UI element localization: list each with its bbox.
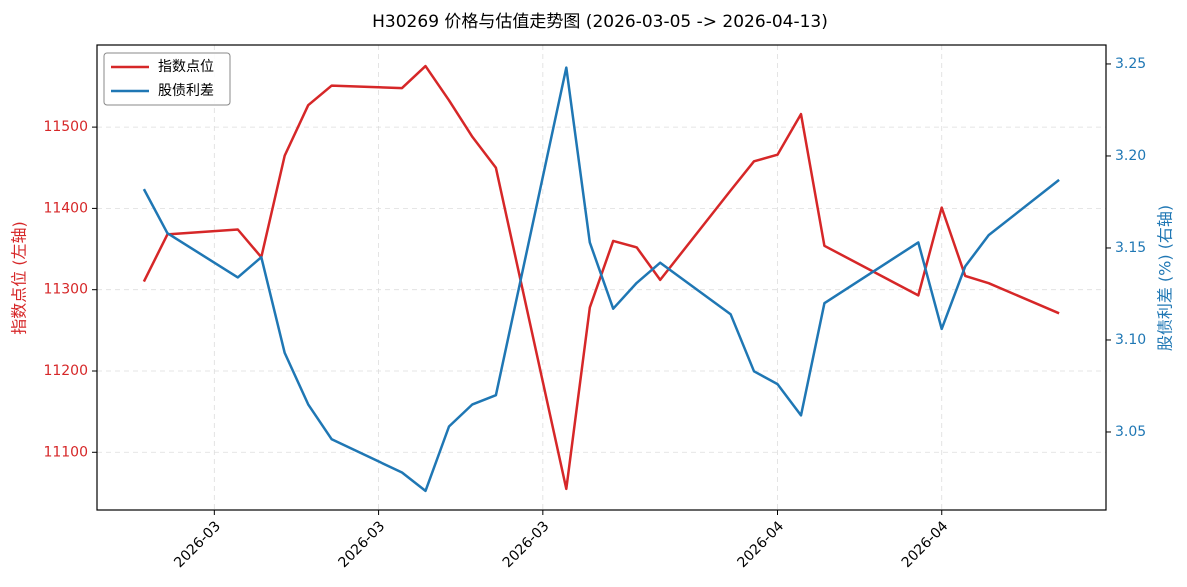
y-tick-label: 11300 — [43, 282, 88, 298]
x-tick-label: 2026-04 — [899, 518, 952, 571]
y2-axis-label: 股债利差 (%) (右轴) — [1156, 205, 1175, 351]
chart-title: H30269 价格与估值走势图 (2026-03-05 -> 2026-04-1… — [372, 12, 828, 32]
x-tick-label: 2026-03 — [171, 518, 224, 571]
y-tick-label: 11100 — [43, 444, 88, 460]
y-tick-label: 11200 — [43, 363, 88, 379]
series-line — [142, 66, 1060, 493]
y2-tick-label: 3.15 — [1115, 240, 1146, 256]
y-tick-label: 11400 — [43, 200, 88, 216]
legend-label: 指数点位 — [158, 59, 214, 75]
legend-label: 股债利差 — [158, 83, 214, 99]
plot-frame — [96, 44, 1107, 511]
y2-tick-label: 3.05 — [1115, 424, 1146, 440]
y-axis-label: 指数点位 (左轴) — [10, 221, 29, 335]
y2-tick-label: 3.20 — [1115, 148, 1146, 164]
x-tick-label: 2026-04 — [734, 518, 787, 571]
x-tick-label: 2026-03 — [336, 518, 389, 571]
y2-tick-label: 3.25 — [1115, 56, 1146, 72]
series-line — [142, 64, 1060, 491]
y2-tick-label: 3.10 — [1115, 332, 1146, 348]
x-tick-label: 2026-03 — [500, 518, 553, 571]
y-tick-label: 11500 — [43, 119, 88, 135]
